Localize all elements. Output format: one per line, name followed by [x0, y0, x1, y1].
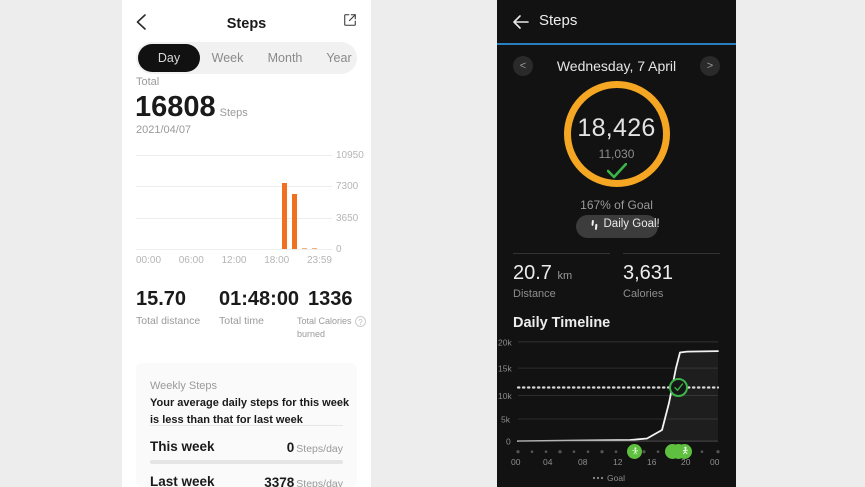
svg-text:15k: 15k [498, 364, 512, 374]
svg-text:20k: 20k [498, 338, 512, 348]
svg-text:04: 04 [543, 457, 553, 467]
svg-text:00: 00 [710, 457, 720, 467]
svg-text:0: 0 [506, 437, 511, 447]
svg-text:5k: 5k [501, 415, 511, 425]
svg-text:08: 08 [578, 457, 588, 467]
svg-text:12: 12 [613, 457, 623, 467]
svg-text:Goal: Goal [607, 473, 625, 483]
svg-text:10k: 10k [498, 391, 512, 401]
svg-text:16: 16 [647, 457, 657, 467]
svg-text:00: 00 [511, 457, 521, 467]
